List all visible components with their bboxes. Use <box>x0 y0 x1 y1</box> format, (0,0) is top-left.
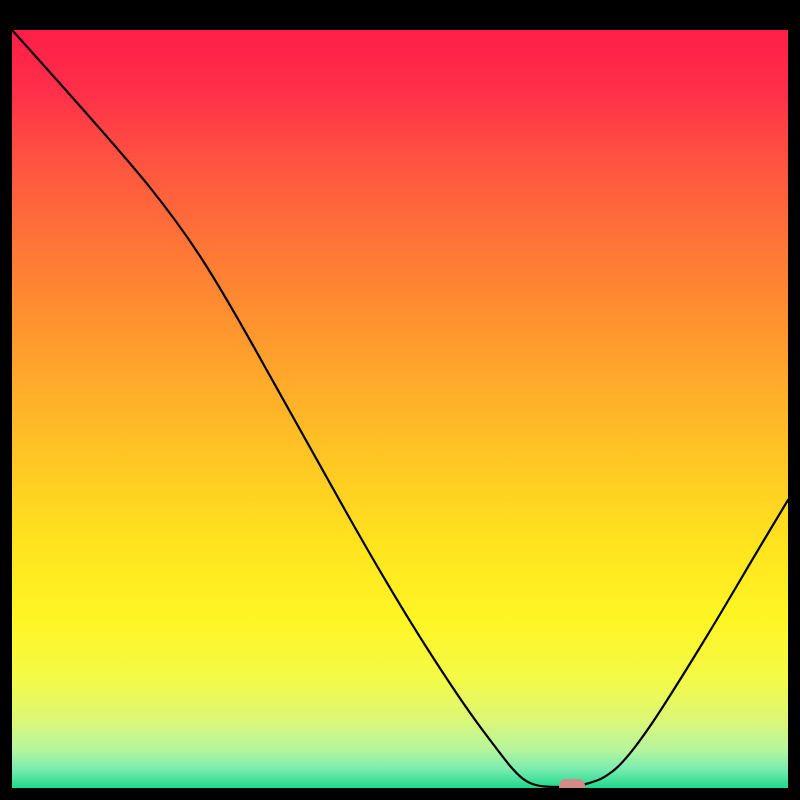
frame-left <box>0 0 12 800</box>
plot-area <box>12 30 788 788</box>
frame-right <box>788 0 800 800</box>
heat-gradient <box>12 30 788 788</box>
frame-top <box>0 0 800 30</box>
frame-bottom <box>0 788 800 800</box>
